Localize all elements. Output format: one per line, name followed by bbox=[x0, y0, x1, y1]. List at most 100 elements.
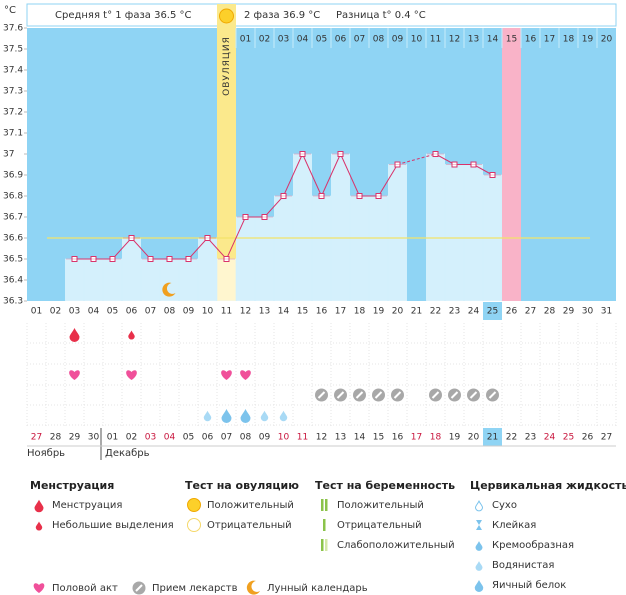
legend-item: Водянистая bbox=[492, 560, 554, 571]
date-label: 06 bbox=[202, 433, 214, 443]
date-label: 08 bbox=[240, 433, 252, 443]
day-label: 26 bbox=[506, 307, 518, 317]
date-label: 28 bbox=[50, 433, 62, 443]
y-unit: °C bbox=[4, 5, 16, 16]
legend-item: Положительный bbox=[337, 500, 424, 511]
date-label: 14 bbox=[354, 433, 366, 443]
menstruation-icon bbox=[128, 330, 135, 340]
legend-title: Тест на беременность bbox=[315, 479, 455, 492]
date-label: 05 bbox=[183, 433, 194, 443]
legend-item: Яичный белок bbox=[492, 580, 566, 591]
pill-stripe bbox=[450, 391, 459, 399]
cycle-highlight-column bbox=[502, 28, 521, 301]
date-label: 13 bbox=[335, 433, 346, 443]
y-tick-label: 36.3 bbox=[3, 297, 23, 307]
day-label: 16 bbox=[316, 307, 328, 317]
day-label: 25 bbox=[487, 307, 498, 317]
cervical-fluid-icon bbox=[240, 409, 251, 423]
y-tick-label: 36.6 bbox=[3, 234, 23, 244]
day-label: 11 bbox=[221, 307, 232, 317]
month-label: Ноябрь bbox=[27, 448, 65, 459]
cycle-day-label: 12 bbox=[449, 35, 460, 45]
temperature-bar bbox=[293, 153, 312, 302]
day-label: 28 bbox=[544, 307, 556, 317]
temperature-bar bbox=[217, 258, 236, 302]
day-label: 21 bbox=[411, 307, 422, 317]
date-label: 11 bbox=[297, 433, 308, 443]
selected-date bbox=[483, 428, 502, 446]
legend-icon bbox=[325, 499, 328, 511]
date-label: 21 bbox=[487, 433, 498, 443]
pill-stripe bbox=[469, 391, 478, 399]
legend-item: Менструация bbox=[52, 500, 122, 511]
day-label: 20 bbox=[392, 307, 404, 317]
date-label: 01 bbox=[107, 433, 118, 443]
cycle-day-label: 06 bbox=[335, 35, 347, 45]
legend-icon bbox=[321, 499, 324, 511]
date-label: 27 bbox=[601, 433, 612, 443]
legend-icon bbox=[476, 520, 482, 530]
temperature-bar bbox=[388, 164, 407, 302]
day-label: 07 bbox=[145, 307, 156, 317]
day-label: 02 bbox=[50, 307, 61, 317]
cycle-day-label: 07 bbox=[354, 35, 365, 45]
cycle-day-label: 13 bbox=[468, 35, 479, 45]
legend-icon bbox=[187, 498, 201, 512]
y-tick-label: 36.4 bbox=[3, 276, 23, 286]
date-label: 17 bbox=[411, 433, 422, 443]
temperature-bar bbox=[464, 164, 483, 302]
temperature-bar bbox=[103, 258, 122, 302]
cycle-day-label: 10 bbox=[411, 35, 423, 45]
y-tick-label: 36.8 bbox=[3, 192, 23, 202]
moon-icon bbox=[246, 580, 260, 595]
date-label: 07 bbox=[221, 433, 232, 443]
cervical-fluid-icon bbox=[221, 409, 232, 423]
pill-stripe bbox=[355, 391, 364, 399]
cycle-day-label: 16 bbox=[525, 35, 537, 45]
day-label: 17 bbox=[335, 307, 346, 317]
legend-title: Тест на овуляцию bbox=[185, 479, 299, 492]
y-tick-label: 37.4 bbox=[3, 66, 23, 76]
day-label: 03 bbox=[69, 307, 80, 317]
pill-stripe bbox=[393, 391, 402, 399]
cycle-day-label: 20 bbox=[601, 35, 613, 45]
selected-day bbox=[483, 302, 502, 320]
cervical-fluid-icon bbox=[260, 410, 269, 422]
legend-icon bbox=[474, 580, 484, 592]
date-label: 10 bbox=[278, 433, 290, 443]
legend-item: Небольшие выделения bbox=[52, 520, 174, 531]
moon-icon bbox=[162, 282, 176, 297]
day-label: 29 bbox=[563, 307, 575, 317]
y-tick-label: 36.9 bbox=[3, 171, 23, 181]
month-label: Декабрь bbox=[105, 448, 150, 459]
legend-icon bbox=[325, 539, 328, 551]
date-label: 29 bbox=[69, 433, 81, 443]
date-label: 19 bbox=[449, 433, 461, 443]
cycle-day-label: 05 bbox=[316, 35, 327, 45]
cervical-fluid-icon bbox=[279, 410, 288, 422]
pill-stripe bbox=[317, 391, 326, 399]
day-label: 14 bbox=[278, 307, 290, 317]
temperature-bar bbox=[141, 258, 160, 302]
header-box bbox=[26, 3, 617, 27]
temperature-bar bbox=[65, 258, 84, 302]
legend-item: Слабоположительный bbox=[337, 540, 455, 551]
phase1-average: Средняя t° 1 фаза 36.5 °C bbox=[55, 10, 192, 21]
day-row bbox=[27, 301, 616, 321]
cycle-day-label: 08 bbox=[373, 35, 385, 45]
legend-icon bbox=[34, 499, 44, 513]
pill-stripe bbox=[431, 391, 440, 399]
legend-item: Половой акт bbox=[52, 583, 118, 594]
temperature-bar bbox=[122, 237, 141, 302]
cycle-day-label: 18 bbox=[563, 35, 575, 45]
temperature-bar bbox=[255, 216, 274, 302]
heart-icon bbox=[69, 370, 80, 380]
temperature-line bbox=[74, 152, 398, 260]
temperature-bar bbox=[350, 195, 369, 302]
day-label: 27 bbox=[525, 307, 536, 317]
gap-connector bbox=[397, 153, 436, 165]
legend-item: Отрицательный bbox=[337, 520, 422, 531]
day-label: 23 bbox=[449, 307, 460, 317]
temperature-difference: Разница t° 0.4 °C bbox=[336, 10, 426, 21]
cycle-day-label: 19 bbox=[582, 35, 594, 45]
